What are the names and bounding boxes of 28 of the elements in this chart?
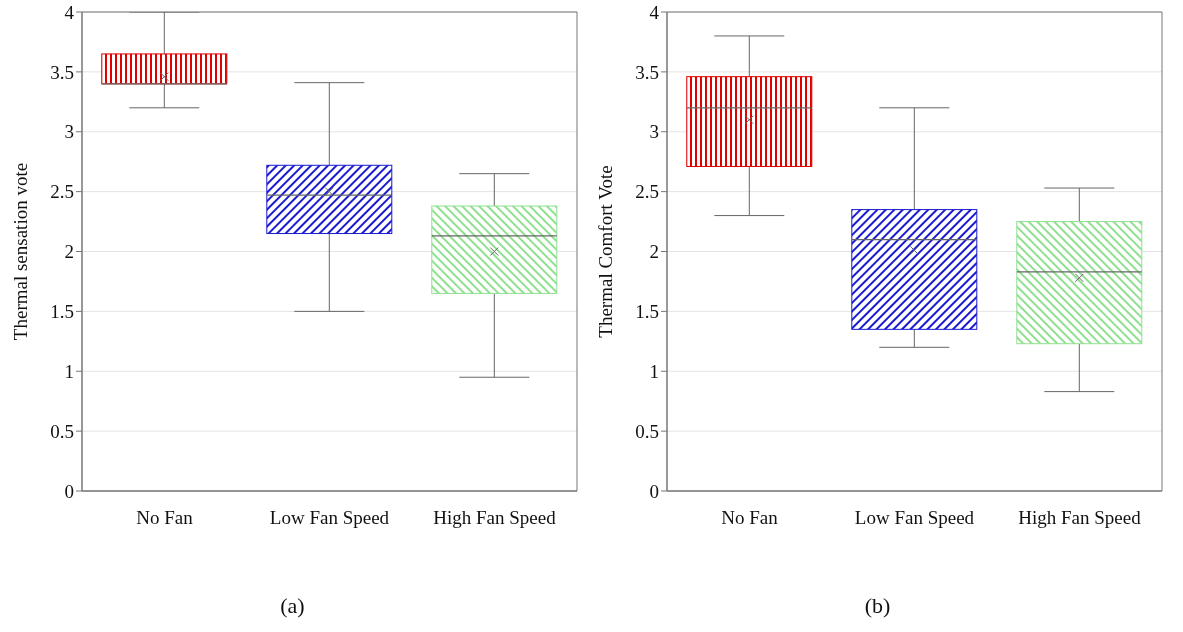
y-tick-label: 3.5 <box>50 61 74 83</box>
y-tick-label: 0 <box>64 480 74 502</box>
y-tick-label: 4 <box>64 1 75 23</box>
y-tick-label: 2 <box>649 241 659 263</box>
x-tick-label: No Fan <box>721 507 779 529</box>
x-tick-label: High Fan Speed <box>433 507 557 529</box>
y-tick-label: 1 <box>649 360 659 382</box>
y-tick-label: 2.5 <box>635 181 659 203</box>
y-tick-label: 1.5 <box>635 301 659 323</box>
y-tick-label: 0 <box>649 480 659 502</box>
text: (b) <box>863 593 892 619</box>
y-tick-label: 1 <box>64 360 74 382</box>
text: (a) <box>279 593 306 619</box>
y-tick-label: 3.5 <box>635 61 659 83</box>
y-tick-label: 4 <box>649 1 660 23</box>
y-tick-label: 3 <box>649 121 659 143</box>
y-tick-label: 0.5 <box>635 420 659 442</box>
y-tick-label: 3 <box>64 121 74 143</box>
x-tick-label: High Fan Speed <box>1018 507 1142 529</box>
y-tick-label: 1.5 <box>50 301 74 323</box>
y-tick-label: 2 <box>64 241 74 263</box>
x-tick-label: No Fan <box>136 507 194 529</box>
x-tick-label: Low Fan Speed <box>269 507 390 529</box>
y-tick-label: 0.5 <box>50 420 74 442</box>
y-axis-title: Thermal sensation vote <box>9 162 31 341</box>
x-tick-label: Low Fan Speed <box>854 507 975 529</box>
y-tick-label: 2.5 <box>50 181 74 203</box>
y-axis-title: Thermal Comfort Vote <box>594 165 616 338</box>
